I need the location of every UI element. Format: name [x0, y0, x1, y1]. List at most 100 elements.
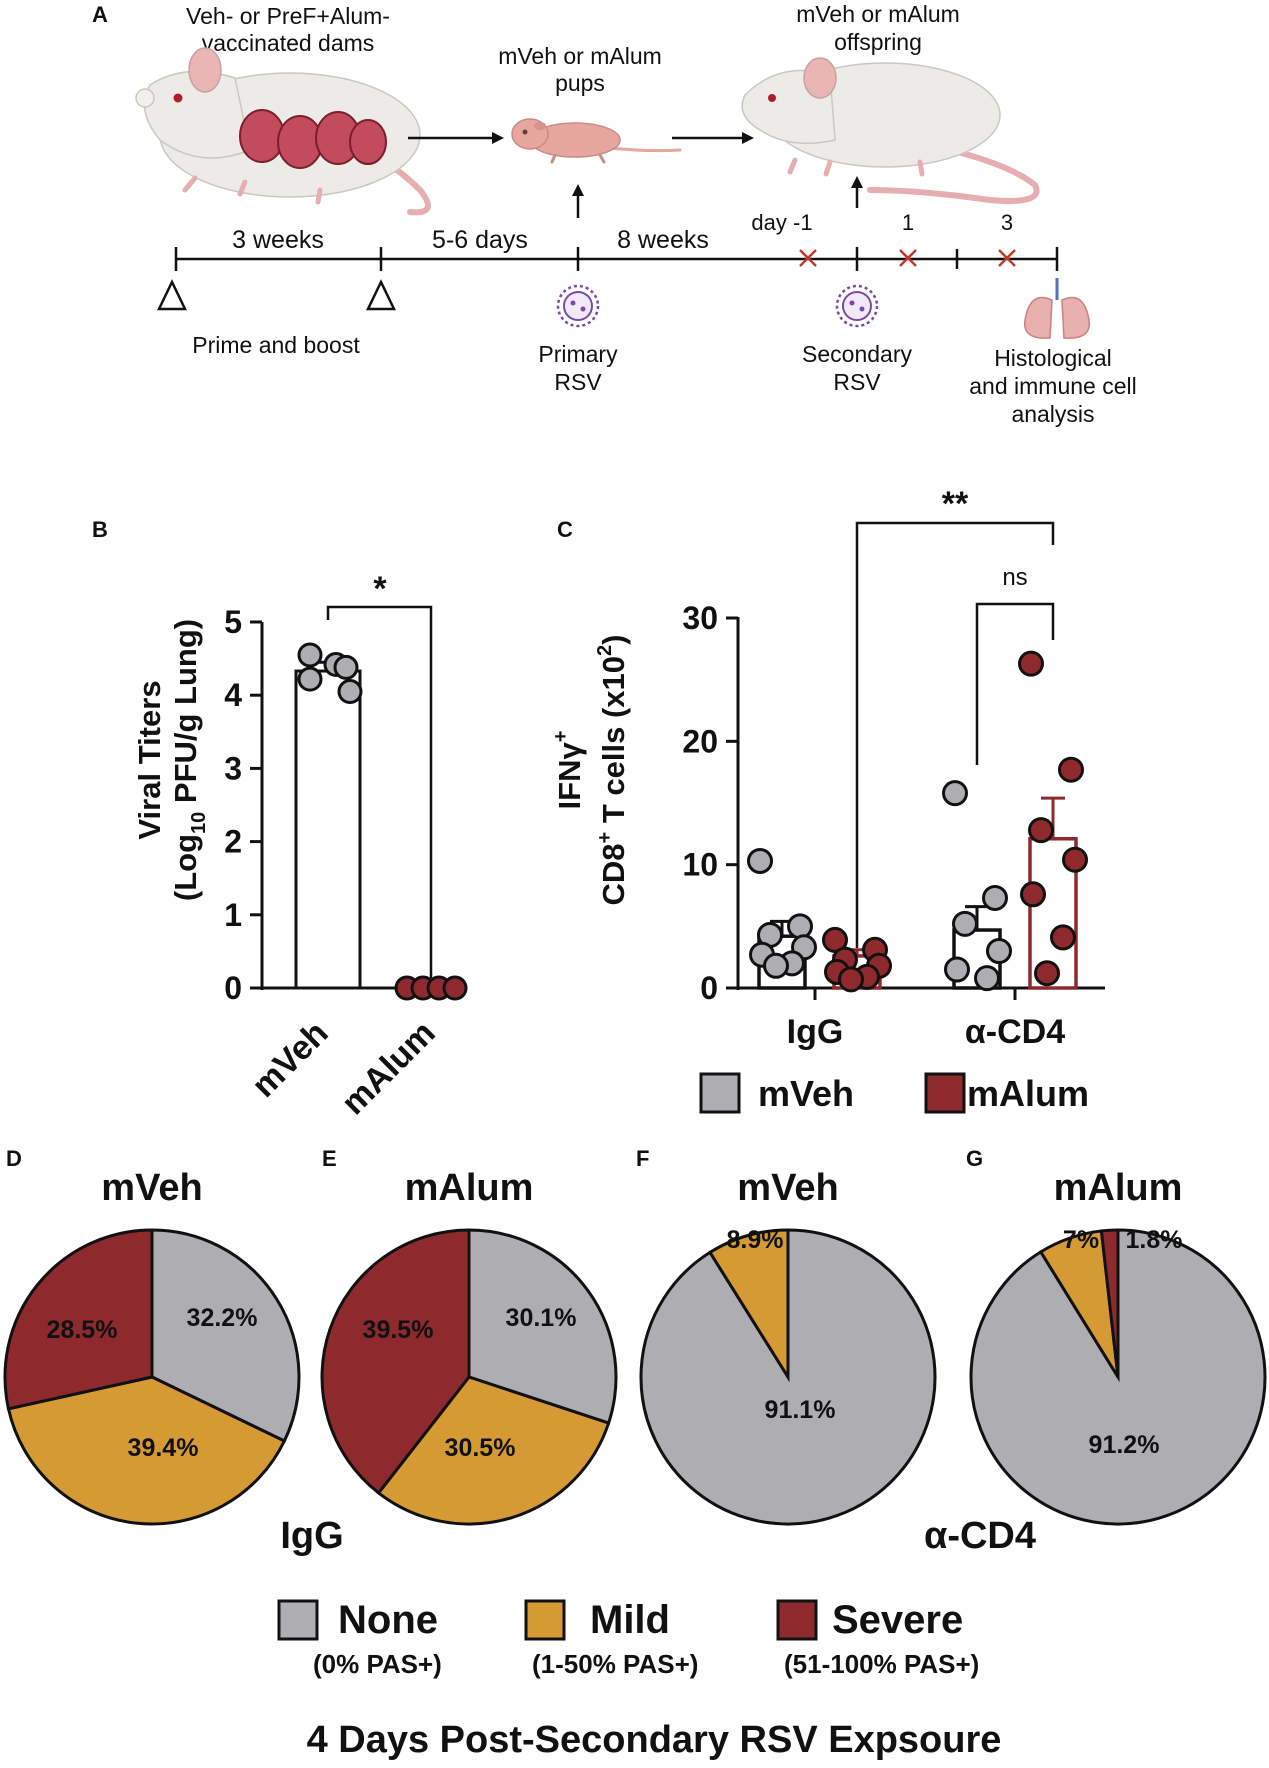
legend-swatch-none	[277, 1599, 319, 1641]
b-y-tick-label: 2	[224, 824, 242, 860]
pie-e: 30.1% 30.5% 39.5%	[320, 1228, 618, 1526]
b-y-tick-label: 5	[224, 604, 242, 640]
arrow-dam-to-pups-head	[492, 132, 504, 144]
pie-e-label-severe: 39.5%	[363, 1316, 434, 1344]
pie-e-label-none: 30.1%	[506, 1304, 577, 1332]
c-point-mveh	[986, 938, 1012, 964]
panel-label-c: C	[557, 517, 573, 542]
pie-f-label-mild: 8.9%	[727, 1226, 784, 1254]
c-point-malum	[838, 966, 864, 993]
b-y-axis-title-line1: Viral Titers	[132, 680, 167, 839]
b-y-axis-title-line2: (Log10 PFU/g Lung)	[168, 619, 210, 901]
c-point-malum	[1034, 960, 1060, 987]
b-point-mveh	[297, 666, 323, 692]
day-1-label: 1	[902, 210, 914, 235]
c-legend-label-malum: mAlum	[967, 1073, 1089, 1114]
legend-label-mild: Mild	[590, 1598, 670, 1642]
c-point-mveh	[787, 913, 813, 940]
c-significance-label-inner: ns	[1002, 564, 1027, 591]
c-dots	[747, 650, 1088, 993]
arrow-primary-rsv-head	[572, 184, 584, 196]
pie-d-slice-mild	[6, 1375, 287, 1526]
pups-label-line1: mVeh or mAlum	[498, 43, 662, 69]
c-x-label-igg: IgG	[787, 1013, 844, 1051]
analysis-label-line3: analysis	[1011, 401, 1094, 427]
b-x-label-malum: mAlum	[334, 1014, 442, 1122]
c-y-axis-title-line2: CD8+ T cells (x102)	[594, 635, 631, 906]
lungs-icon	[1023, 278, 1091, 339]
b-bar-mveh	[294, 669, 362, 990]
panel-c: C IFNγ+ CD8+ T cells (x102) 0 10 20 30 ** n…	[550, 485, 1105, 1114]
b-y-tick-label: 3	[224, 750, 242, 786]
pregnant-dam-mouse-illustration	[135, 47, 431, 216]
pie-g-label-none: 91.2%	[1089, 1431, 1160, 1459]
interval-3-weeks: 3 weeks	[232, 226, 324, 254]
pie-d-label-mild: 39.4%	[128, 1434, 199, 1462]
pup-illustration	[511, 118, 682, 164]
panel-label-b: B	[92, 517, 108, 542]
pie-d-label-none: 32.2%	[187, 1304, 258, 1332]
primary-rsv-virus-icon	[556, 284, 600, 328]
c-point-mveh	[944, 956, 970, 983]
c-significance-bracket-outer	[855, 521, 1055, 948]
day-minus-1-label: day -1	[751, 210, 812, 235]
pie-e-slice-none	[467, 1228, 618, 1425]
pie-d-slice-none	[150, 1228, 301, 1443]
pie-g-slice-severe	[1099, 1228, 1120, 1378]
c-point-malum	[1018, 650, 1044, 677]
boost-triangle-icon	[366, 279, 396, 311]
secondary-rsv-label-line2: RSV	[833, 369, 881, 395]
dams-label-line1: Veh- or PreF+Alum-	[186, 3, 390, 29]
c-legend-swatch-mveh	[699, 1072, 741, 1114]
c-point-malum	[1062, 846, 1088, 873]
secondary-rsv-label-line1: Secondary	[802, 341, 912, 367]
pie-f-slice-mild	[707, 1228, 790, 1383]
pie-d-title: mVeh	[101, 1167, 202, 1209]
c-y-tick-label: 10	[682, 847, 718, 883]
pie-d: 32.2% 39.4% 28.5%	[3, 1228, 301, 1526]
figure-footer: 4 Days Post-Secondary RSV Expsoure	[307, 1719, 1002, 1761]
interval-5-6-days: 5-6 days	[432, 226, 528, 254]
pie-g-title: mAlum	[1054, 1167, 1183, 1209]
c-point-mveh	[974, 965, 1000, 992]
primary-rsv-label-line1: Primary	[538, 341, 618, 367]
panel-label-a: A	[92, 2, 108, 27]
pie-e-label-mild: 30.5%	[445, 1434, 516, 1462]
b-point-malum	[442, 975, 468, 1001]
legend-swatch-severe	[776, 1599, 818, 1641]
pie-group-label-acd4: α-CD4	[924, 1515, 1036, 1557]
analysis-label-line1: Histological	[994, 345, 1112, 371]
pups-label-line2: pups	[555, 70, 605, 96]
c-legend-swatch-malum	[924, 1072, 966, 1114]
dams-label-line2: vaccinated dams	[202, 30, 375, 56]
legend-swatch-mild	[524, 1599, 566, 1641]
panel-label-g: G	[966, 1146, 983, 1171]
b-y-ticks: 0 1 2 3 4 5	[224, 604, 262, 1006]
offspring-mouse-illustration	[741, 57, 1040, 204]
c-y-axis-title: IFNγ+ CD8+ T cells (x102)	[550, 635, 631, 906]
b-dots	[297, 642, 468, 1001]
pie-e-slice-severe	[320, 1228, 471, 1496]
c-point-mveh	[952, 910, 978, 937]
b-y-axis-title: Viral Titers (Log10 PFU/g Lung)	[132, 619, 210, 901]
b-x-label-mveh: mVeh	[245, 1014, 336, 1105]
b-significance-bracket	[326, 605, 433, 978]
b-y-tick-label: 0	[224, 970, 242, 1006]
offspring-label-line2: offspring	[834, 29, 922, 55]
c-y-ticks: 0 10 20 30	[682, 600, 738, 1006]
day-3-label: 3	[1001, 210, 1013, 235]
timeline-ticks	[174, 247, 1059, 271]
pie-d-slice-severe	[3, 1228, 154, 1411]
panel-label-d: D	[6, 1146, 22, 1171]
prime-boost-label: Prime and boost	[192, 332, 360, 358]
b-point-mveh	[297, 642, 323, 668]
b-significance-label: *	[373, 570, 387, 608]
b-y-tick-label: 4	[224, 677, 242, 713]
pie-d-label-severe: 28.5%	[47, 1316, 118, 1344]
panel-a: A Veh- or PreF+Alum- vaccinated dams mVe…	[92, 1, 1137, 427]
panel-label-f: F	[636, 1146, 649, 1171]
c-y-tick-label: 20	[682, 723, 718, 759]
c-x-category-ticks	[813, 988, 1017, 1000]
c-legend-label-mveh: mVeh	[758, 1073, 854, 1114]
